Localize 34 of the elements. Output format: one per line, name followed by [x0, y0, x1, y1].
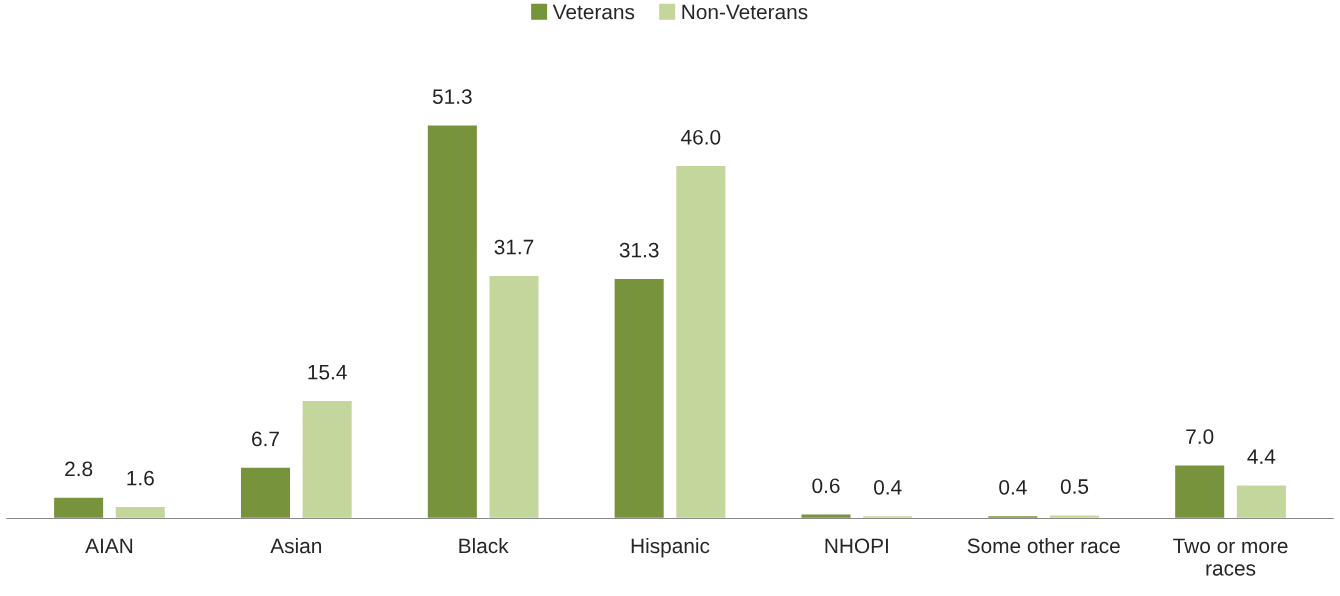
bar [301, 399, 354, 519]
data-label: 4.4 [1247, 449, 1276, 464]
data-label: 31.7 [494, 239, 534, 255]
data-label: 1.6 [127, 470, 154, 486]
data-label: 2.8 [65, 461, 93, 477]
x-tick-label: NHOPI [825, 538, 888, 554]
bar [52, 496, 105, 519]
bar [674, 164, 727, 519]
data-label: 15.4 [308, 364, 347, 380]
bar [1235, 484, 1288, 519]
data-label: 0.4 [874, 479, 902, 495]
legend-label: Veterans [552, 4, 635, 20]
x-tick-label: Two or more races [1173, 538, 1288, 576]
bar [488, 274, 540, 519]
data-label: 51.3 [432, 89, 472, 104]
bar [613, 277, 666, 519]
data-label: 0.4 [999, 479, 1027, 495]
data-label: 31.3 [619, 242, 659, 258]
x-tick-label: Some other race [967, 537, 1120, 554]
data-label: 0.6 [812, 478, 840, 494]
bar [426, 124, 479, 519]
bar [114, 505, 167, 519]
data-label: 7.0 [1186, 429, 1214, 444]
bar [239, 466, 292, 519]
data-label: 46.0 [681, 129, 721, 145]
data-label: 6.7 [252, 431, 279, 447]
data-label: 0.5 [1060, 479, 1089, 494]
bar [1173, 464, 1226, 519]
x-tick-label: Asian [270, 537, 322, 554]
legend-label: Non-Veterans [682, 4, 808, 20]
bar [800, 513, 852, 519]
x-tick-label: Hispanic [631, 537, 710, 558]
x-tick-label: AIAN [85, 538, 133, 554]
x-tick-label: Black [459, 537, 509, 554]
